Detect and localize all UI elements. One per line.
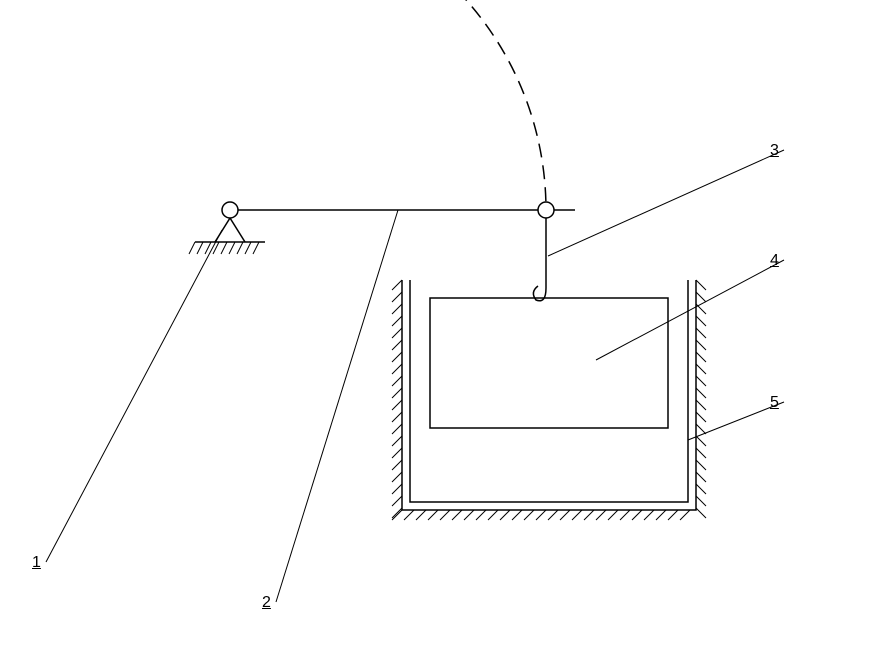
label-3: 3 xyxy=(770,142,779,160)
label-4: 4 xyxy=(770,252,779,270)
leader-line xyxy=(276,210,398,602)
container-outer xyxy=(402,280,696,510)
label-5: 5 xyxy=(770,394,779,412)
leader-line xyxy=(46,230,222,562)
bucket xyxy=(430,298,668,428)
leader-line xyxy=(596,260,784,360)
label-1: 1 xyxy=(32,554,41,572)
left-hinge xyxy=(222,202,238,218)
container-inner xyxy=(410,280,688,502)
label-2: 2 xyxy=(262,594,271,612)
arc-trajectory xyxy=(388,0,546,210)
leader-line xyxy=(548,150,784,256)
right-hinge xyxy=(538,202,554,218)
diagram-canvas xyxy=(0,0,869,661)
